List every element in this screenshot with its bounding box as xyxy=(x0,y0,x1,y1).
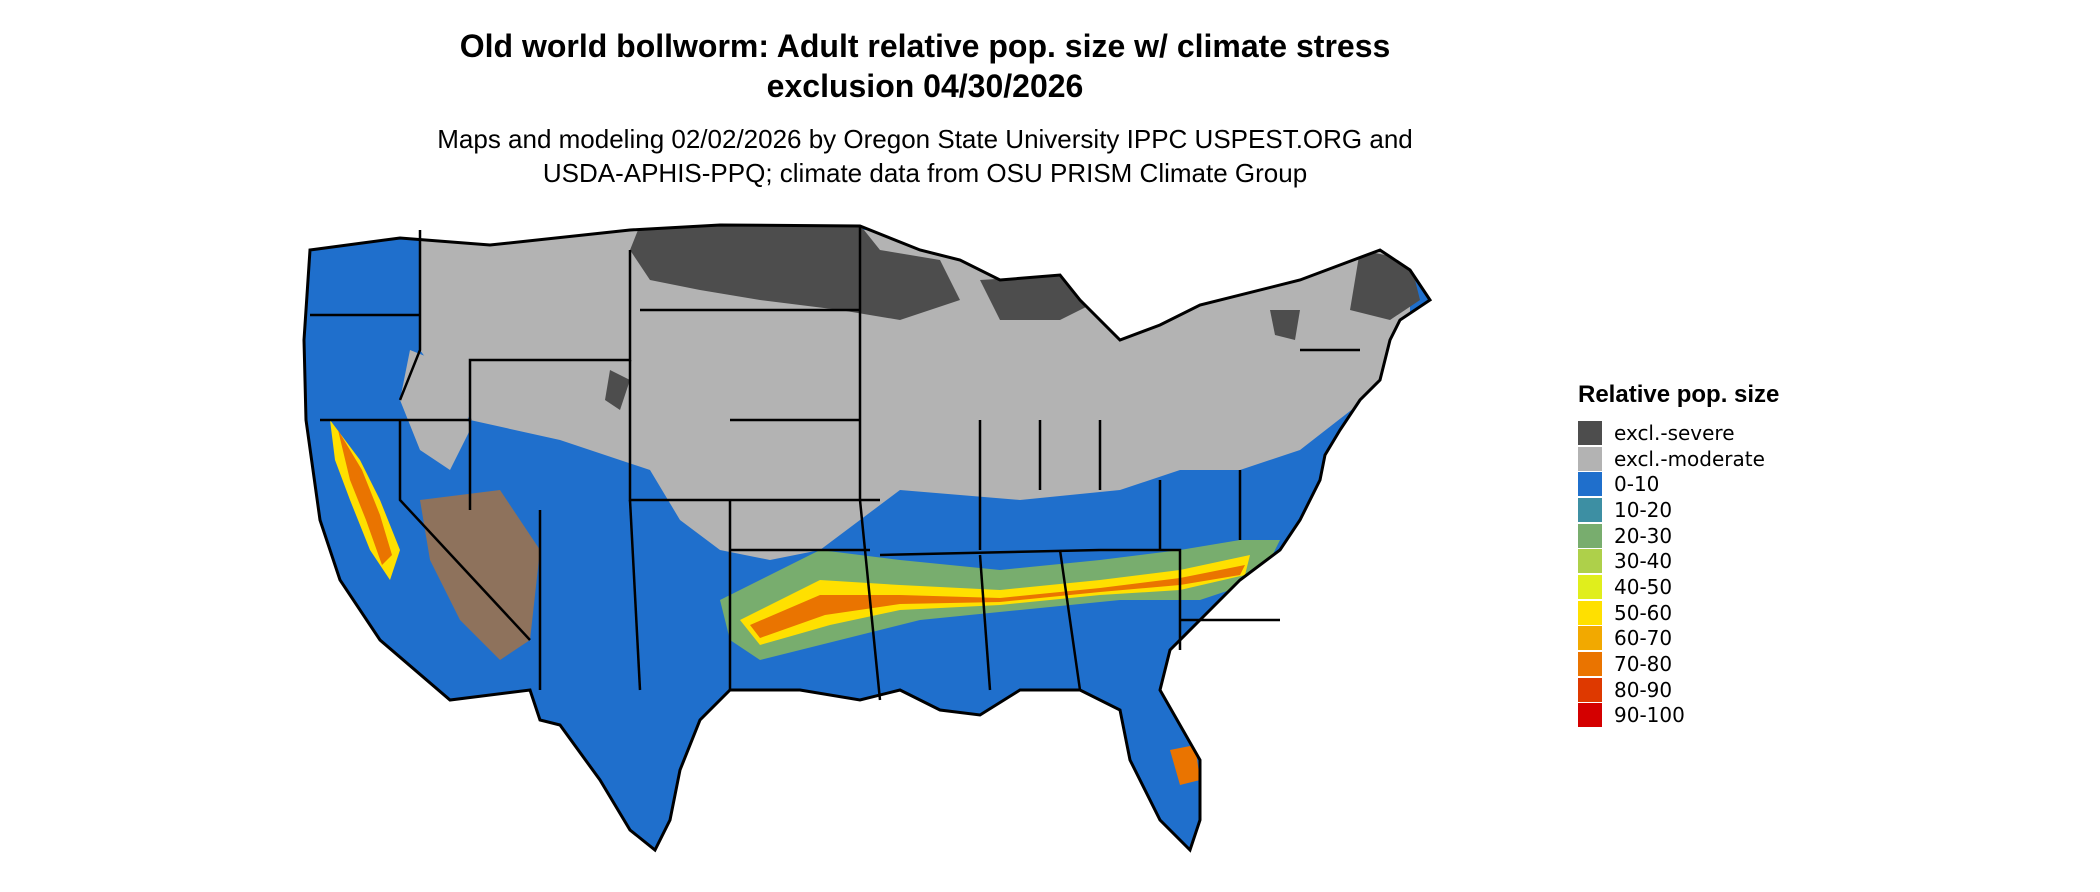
legend-label: 70-80 xyxy=(1614,652,1673,677)
legend-item: 50-60 xyxy=(1578,600,1878,626)
legend-item: 70-80 xyxy=(1578,651,1878,677)
legend-swatch xyxy=(1578,600,1602,625)
legend-label: 80-90 xyxy=(1614,677,1673,702)
legend-item: 10-20 xyxy=(1578,497,1878,523)
legend-label: 20-30 xyxy=(1614,523,1673,548)
legend-label: 50-60 xyxy=(1614,600,1673,625)
legend-swatch xyxy=(1578,497,1602,522)
legend-label: 30-40 xyxy=(1614,549,1673,574)
legend-item: excl.-moderate xyxy=(1578,446,1878,472)
us-map xyxy=(300,220,1550,890)
legend-swatch xyxy=(1578,574,1602,599)
state-borders xyxy=(310,226,1360,701)
map-title-line2: exclusion 04/30/2026 xyxy=(766,68,1084,104)
legend-swatch xyxy=(1578,703,1602,728)
legend-item: 80-90 xyxy=(1578,677,1878,703)
legend-title: Relative pop. size xyxy=(1578,381,1780,408)
map-subtitle: Maps and modeling 02/02/2026 by Oregon S… xyxy=(0,122,1850,190)
legend-swatch xyxy=(1578,677,1602,702)
legend-label: excl.-severe xyxy=(1614,420,1735,445)
legend-item: 30-40 xyxy=(1578,548,1878,574)
legend-item: 20-30 xyxy=(1578,523,1878,549)
legend-swatch xyxy=(1578,523,1602,548)
legend-label: excl.-moderate xyxy=(1614,446,1765,471)
legend-item: 90-100 xyxy=(1578,703,1878,729)
zone-excl-severe xyxy=(630,225,960,320)
legend: Relative pop. size excl.-severe excl.-mo… xyxy=(1578,380,1878,728)
us-map-svg xyxy=(302,223,1433,853)
us-outline xyxy=(302,223,1433,853)
legend-swatch xyxy=(1578,420,1602,445)
zone-70-80 xyxy=(750,565,1245,638)
map-subtitle-line1: Maps and modeling 02/02/2026 by Oregon S… xyxy=(437,124,1413,154)
legend-item: 40-50 xyxy=(1578,574,1878,600)
legend-item: excl.-severe xyxy=(1578,420,1878,446)
legend-swatch xyxy=(1578,446,1602,471)
legend-item: 0-10 xyxy=(1578,471,1878,497)
legend-swatch xyxy=(1578,472,1602,497)
legend-label: 90-100 xyxy=(1614,703,1685,728)
legend-label: 40-50 xyxy=(1614,574,1673,599)
legend-label: 0-10 xyxy=(1614,472,1660,497)
legend-label: 10-20 xyxy=(1614,497,1673,522)
legend-swatch xyxy=(1578,549,1602,574)
legend-item: 60-70 xyxy=(1578,626,1878,652)
legend-swatch xyxy=(1578,652,1602,677)
map-subtitle-line2: USDA-APHIS-PPQ; climate data from OSU PR… xyxy=(542,158,1308,188)
map-title-line1: Old world bollworm: Adult relative pop. … xyxy=(459,28,1391,64)
map-title: Old world bollworm: Adult relative pop. … xyxy=(0,26,1850,106)
legend-swatch xyxy=(1578,626,1602,651)
legend-label: 60-70 xyxy=(1614,626,1673,651)
legend-items: excl.-severe excl.-moderate 0-10 10-20 2… xyxy=(1578,420,1878,728)
